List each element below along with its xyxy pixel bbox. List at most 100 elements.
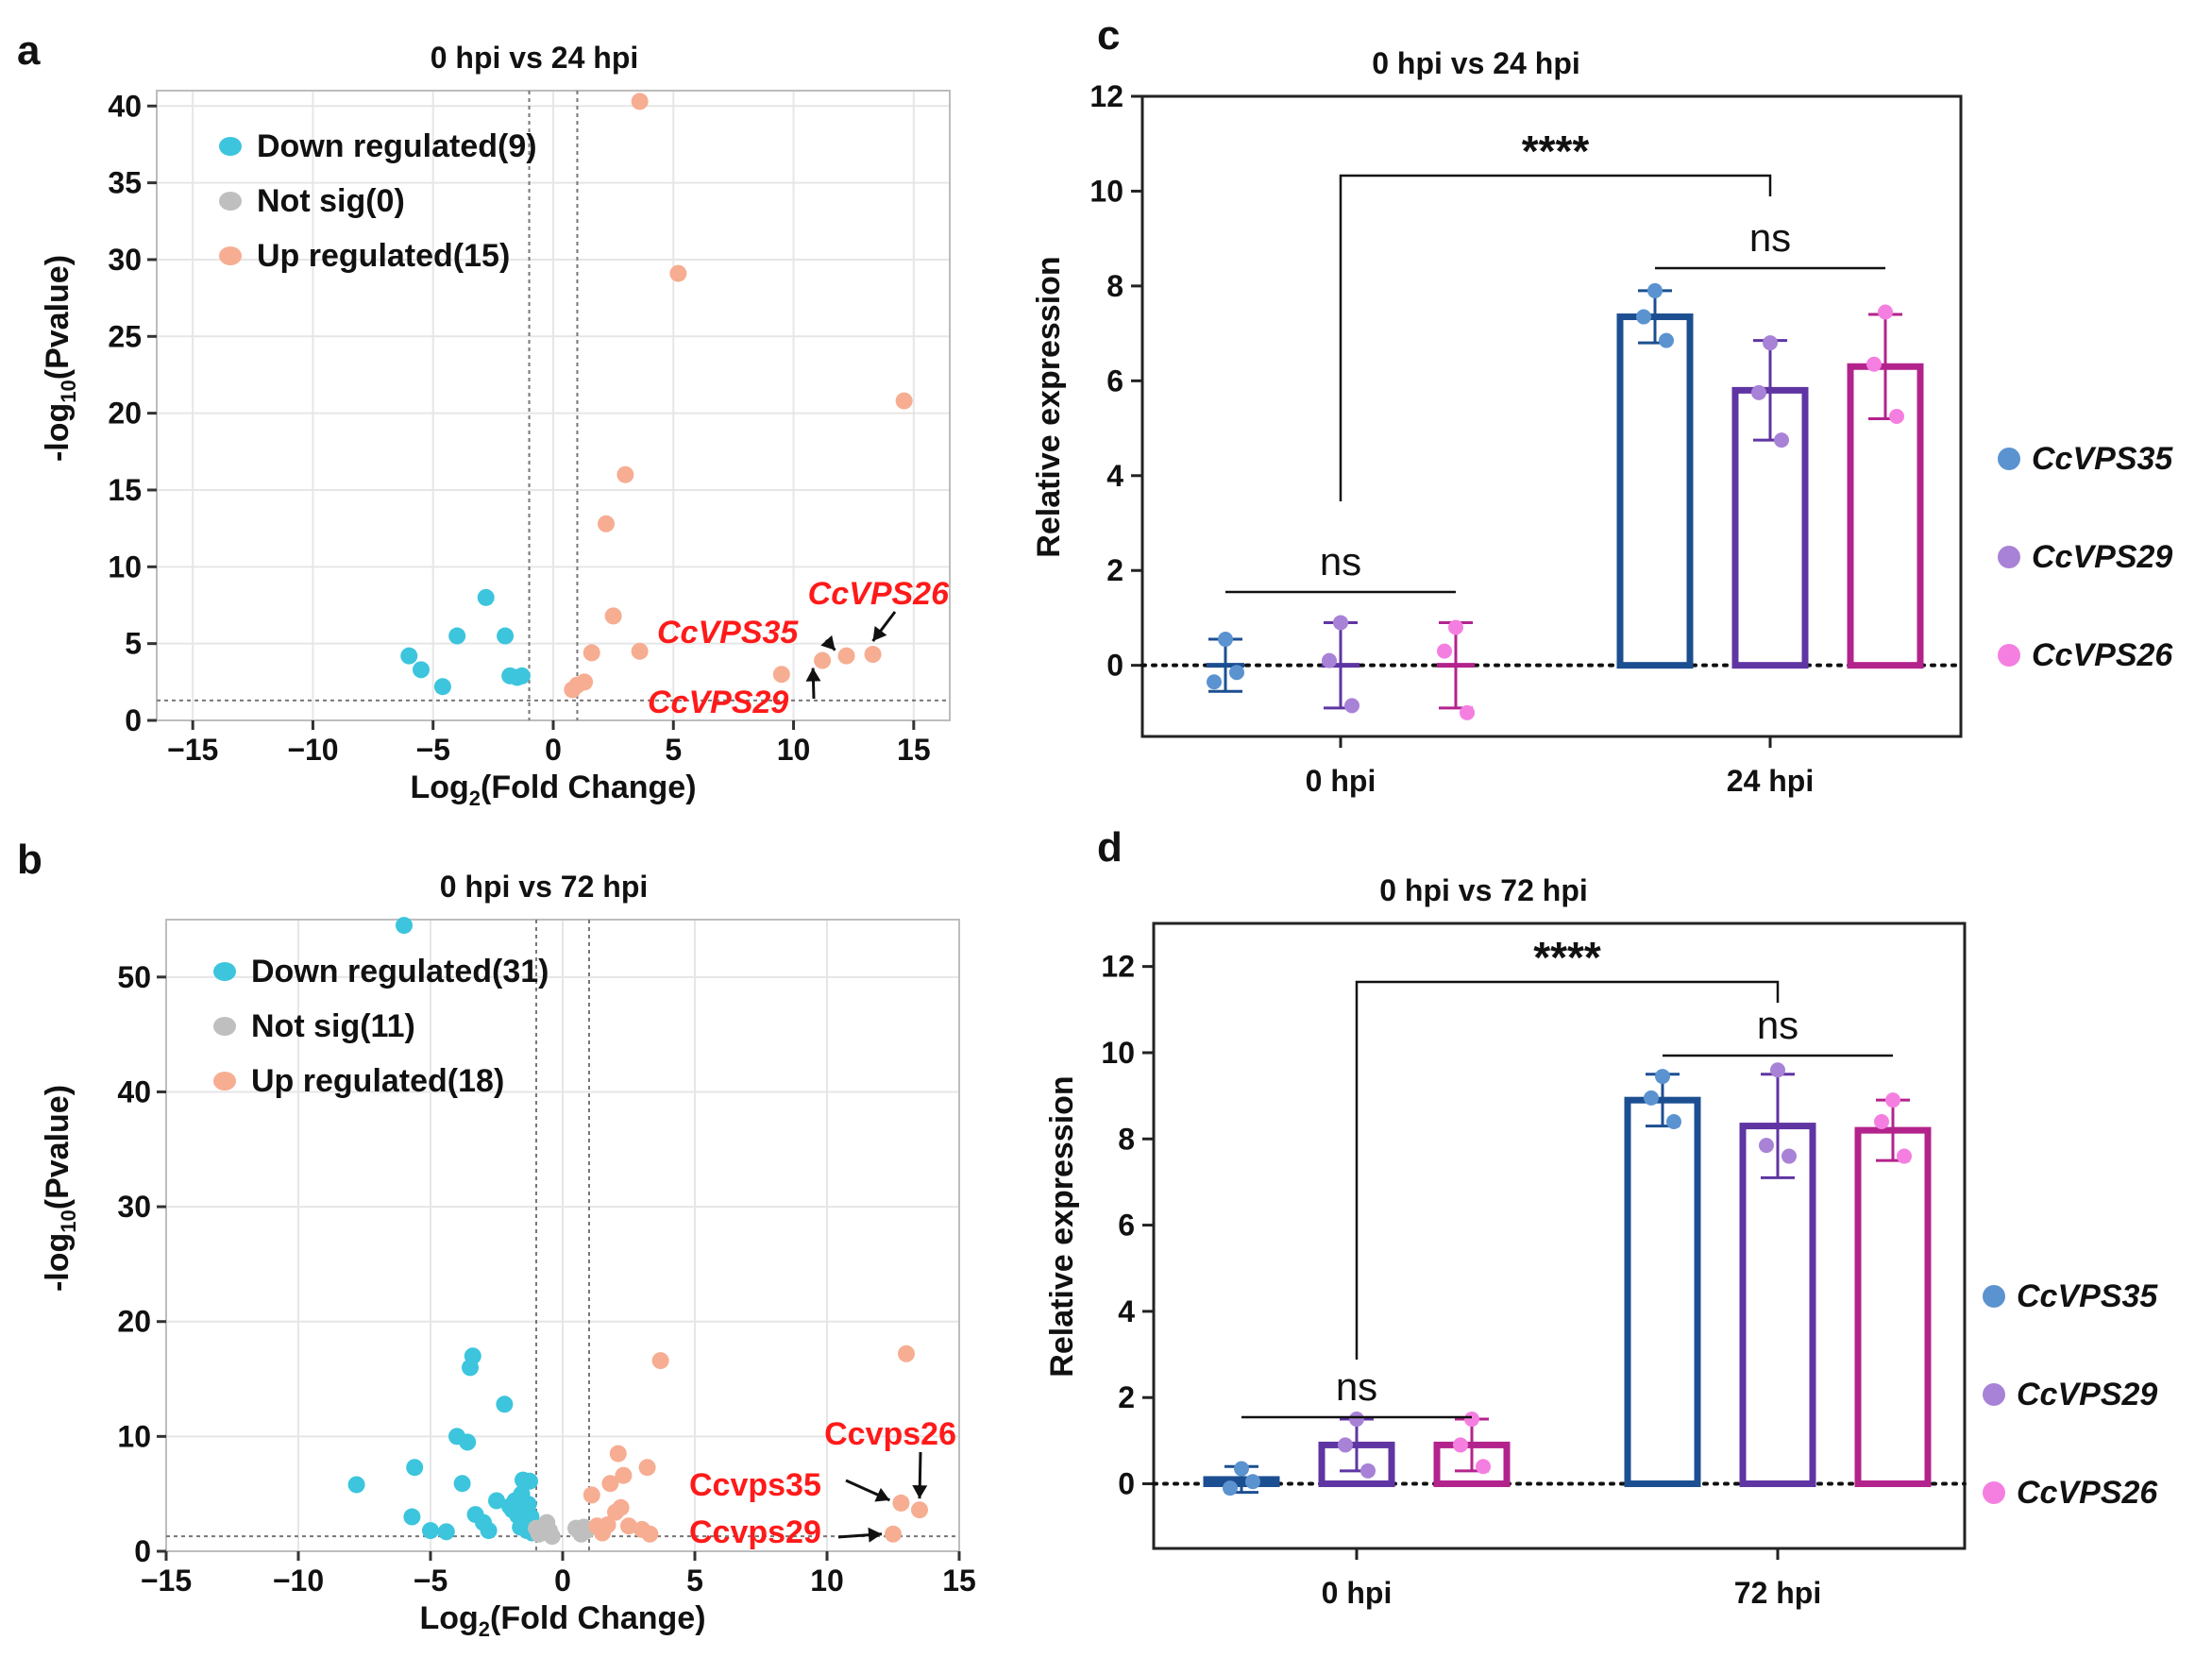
y-tick-label: 5 (125, 627, 142, 661)
volcano-plot-a: −15 −10 −5 0 5 10 15 0 5 10 15 20 25 30 35 40 0 hpi vs 2… (40, 41, 951, 810)
volcano-plot-b: −15 −10 −5 0 5 10 15 0 10 20 30 40 50 0 hpi vs 72 hpi… (40, 870, 976, 1641)
x-category-label: 24 hpi (1727, 764, 1814, 798)
panel-letter-d: d (1097, 824, 1123, 871)
replicate-point-CcVPS29 (1751, 384, 1766, 400)
x-tick-label: −15 (141, 1564, 192, 1598)
replicate-point-CcVPS26 (1889, 409, 1904, 424)
replicate-point-CcVPS29 (1763, 335, 1778, 351)
bar-CcVPS35 (1616, 313, 1694, 669)
panel-letter-b: b (17, 837, 42, 883)
legend-label-CcVPS29: CcVPS29 (2017, 1377, 2157, 1412)
y-tick-label: 40 (108, 89, 142, 123)
x-tick-label: −10 (273, 1564, 324, 1598)
replicate-point-CcVPS35 (1207, 674, 1222, 690)
legend-marker-down (219, 137, 242, 156)
x-tick-label: 5 (665, 733, 682, 767)
replicate-point-CcVPS29 (1770, 1062, 1785, 1078)
x-axis-label: Log2(Fold Change) (410, 769, 696, 810)
replicate-point-CcVPS29 (1322, 652, 1337, 668)
point-up (651, 1352, 669, 1370)
replicate-point-CcVPS29 (1781, 1148, 1797, 1164)
x-tick-label: 15 (942, 1564, 976, 1598)
replicate-point-CcVPS26 (1897, 1148, 1912, 1164)
replicate-point-CcVPS26 (1476, 1459, 1491, 1475)
point-up (599, 1516, 616, 1534)
y-tick-label: 0 (1118, 1467, 1135, 1501)
legend-marker-CcVPS26 (1998, 644, 2020, 667)
replicate-point-CcVPS35 (1636, 309, 1651, 325)
replicate-point-CcVPS29 (1344, 698, 1359, 714)
x-tick-label: −5 (415, 733, 449, 767)
replicate-point-CcVPS26 (1437, 643, 1452, 659)
y-tick-label: 0 (125, 703, 142, 737)
bar-CcVPS29 (1739, 1123, 1816, 1488)
replicate-point-CcVPS35 (1666, 1114, 1681, 1130)
legend-marker-CcVPS35 (1983, 1285, 2005, 1308)
replicate-point-CcVPS29 (1759, 1138, 1774, 1154)
x-tick-label: 0 (554, 1564, 571, 1598)
legend-label-up: Up regulated(18) (251, 1063, 504, 1099)
replicate-point-CcVPS35 (1647, 282, 1663, 298)
point-down (433, 678, 451, 696)
point-down (403, 1508, 421, 1526)
replicate-point-CcVPS29 (1774, 432, 1789, 448)
y-tick-label: 10 (1101, 1036, 1135, 1070)
x-tick-label: 5 (686, 1564, 703, 1598)
gene-annotation: Ccvps29 (689, 1514, 821, 1550)
y-tick-label: 20 (108, 397, 142, 431)
gene-annotation: Ccvps26 (824, 1416, 956, 1452)
point-up (631, 642, 649, 660)
y-tick-label: 15 (108, 473, 142, 507)
y-axis-label: Relative expression (1031, 256, 1067, 557)
point-down (437, 1523, 455, 1541)
bar-CcVPS35 (1624, 1096, 1701, 1488)
replicate-point-CcVPS35 (1245, 1474, 1260, 1490)
legend-marker-notsig (213, 1017, 236, 1036)
point-down (521, 1472, 538, 1490)
bar-CcVPS26 (1854, 1126, 1932, 1488)
significance-label: ns (1757, 1003, 1798, 1047)
y-tick-label: 0 (134, 1534, 151, 1568)
point-up (609, 1445, 627, 1463)
point-up (911, 1501, 928, 1519)
y-tick-label: 6 (1106, 364, 1123, 397)
chart-title: 0 hpi vs 24 hpi (1372, 46, 1580, 80)
x-tick-label: −5 (414, 1564, 447, 1598)
replicate-point-CcVPS26 (1885, 1092, 1900, 1108)
replicate-point-CcVPS35 (1659, 332, 1674, 348)
legend-label-CcVPS26: CcVPS26 (2032, 637, 2173, 673)
x-category-label: 0 hpi (1306, 764, 1376, 798)
x-axis-label: Log2(Fold Change) (419, 1600, 705, 1641)
replicate-point-CcVPS35 (1229, 665, 1244, 681)
x-tick-label: 10 (810, 1564, 844, 1598)
replicate-point-CcVPS26 (1453, 1437, 1468, 1453)
point-up (583, 1486, 600, 1504)
point-up (631, 93, 649, 110)
y-tick-label: 2 (1118, 1380, 1135, 1414)
point-up (638, 1459, 656, 1477)
point-up (616, 465, 634, 483)
point-down (448, 627, 466, 645)
y-axis-label: -log10(Pvalue) (40, 1085, 80, 1292)
legend-label-notsig: Not sig(0) (257, 183, 405, 219)
replicate-point-CcVPS35 (1218, 632, 1233, 648)
significance-label: **** (1533, 933, 1601, 982)
legend-label-CcVPS35: CcVPS35 (2032, 441, 2173, 477)
y-axis-label: -log10(Pvalue) (40, 255, 80, 462)
y-tick-label: 35 (108, 166, 142, 200)
annotation-arrow-head (805, 668, 821, 682)
significance-bracket (1355, 980, 1780, 1360)
y-tick-label: 40 (117, 1074, 151, 1108)
x-tick-label: 0 (545, 733, 562, 767)
legend-marker-up (213, 1072, 236, 1091)
point-down (396, 917, 413, 935)
point-down (513, 667, 531, 685)
point-down (519, 1496, 537, 1513)
point-up (615, 1466, 633, 1484)
legend-marker-CcVPS29 (1983, 1383, 2005, 1406)
point-notsig (543, 1528, 561, 1546)
point-up (576, 673, 594, 691)
y-tick-label: 30 (117, 1190, 151, 1224)
replicate-point-CcVPS29 (1338, 1437, 1353, 1453)
